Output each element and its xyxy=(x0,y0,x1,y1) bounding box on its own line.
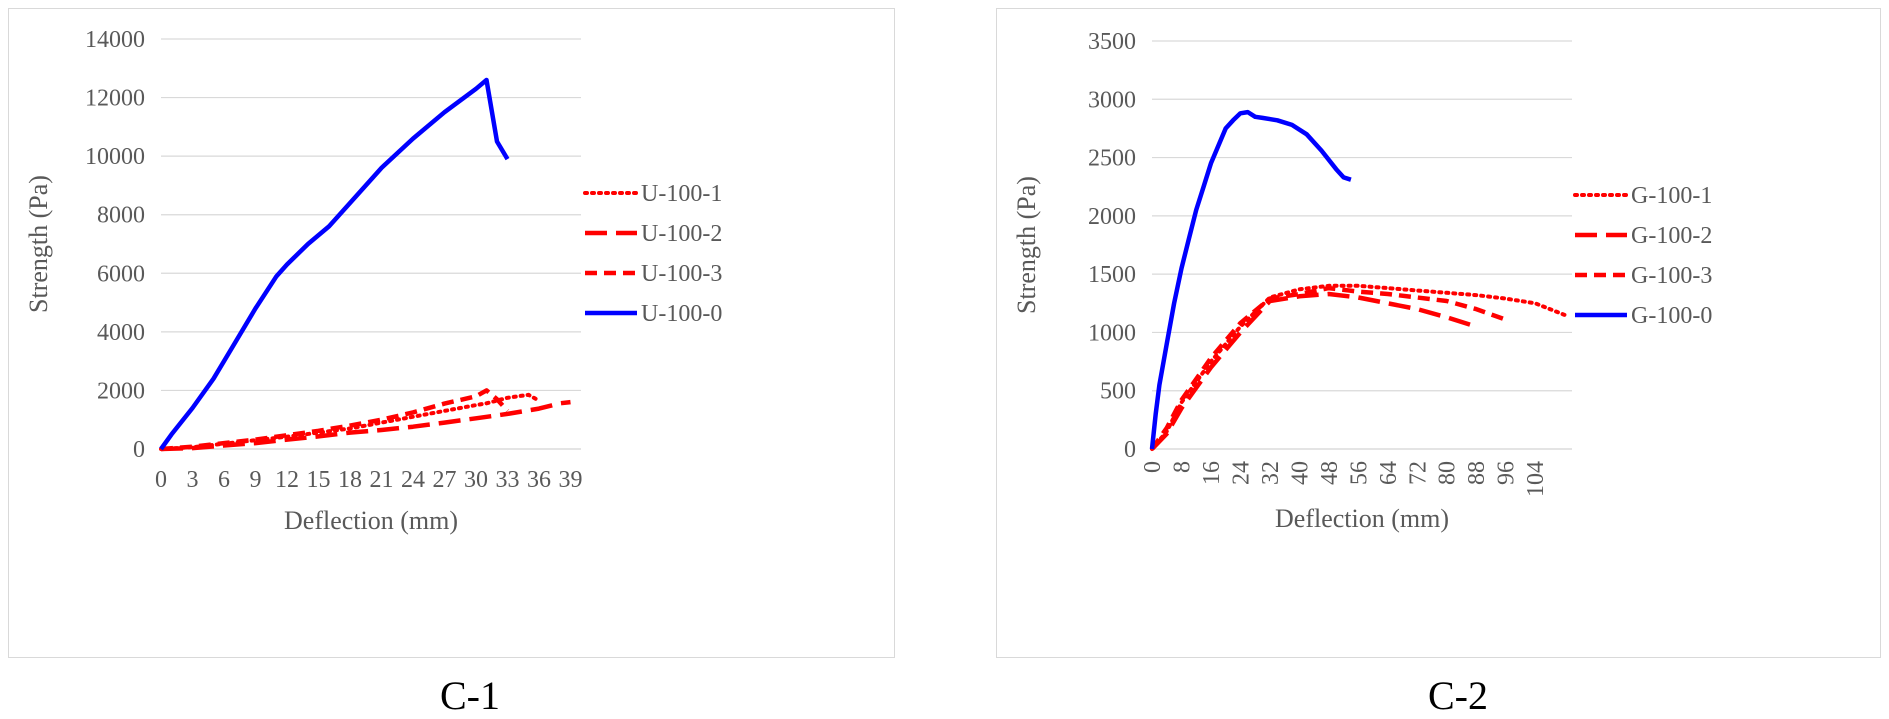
x-tick-label: 33 xyxy=(496,467,520,493)
series-line-g-100-3 xyxy=(1150,285,1507,451)
x-tick-label: 64 xyxy=(1376,461,1402,485)
legend-label: G-100-3 xyxy=(1631,263,1712,289)
x-tick-label: 36 xyxy=(527,467,551,493)
legend-label: G-100-1 xyxy=(1631,183,1712,209)
y-tick-label: 2500 xyxy=(1088,146,1136,172)
y-tick-label: 10000 xyxy=(85,144,145,170)
x-tick-label: 39 xyxy=(559,467,583,493)
y-tick-label: 8000 xyxy=(97,203,145,229)
legend-label: U-100-0 xyxy=(641,301,722,327)
caption-c1: C-1 xyxy=(440,673,500,718)
series-line-g-100-1 xyxy=(1150,283,1567,451)
x-tick-label: 88 xyxy=(1464,461,1490,485)
series-line-u-100-1 xyxy=(159,392,541,451)
x-tick-label: 16 xyxy=(1199,461,1225,485)
x-tick-label: 24 xyxy=(401,467,425,493)
y-tick-label: 0 xyxy=(133,437,145,463)
chart-panel-c1: 0 2000 4000 6000 8000 10000 12000 14000 0 3 6 9 12 15… xyxy=(8,8,895,658)
y-tick-label: 3000 xyxy=(1088,87,1136,113)
x-tick-label: 30 xyxy=(464,467,488,493)
x-tick-label: 40 xyxy=(1287,461,1313,485)
x-tick-label: 0 xyxy=(1140,461,1166,473)
y-tick-label: 4000 xyxy=(97,320,145,346)
y-tick-label: 14000 xyxy=(85,27,145,53)
x-tick-label: 48 xyxy=(1317,461,1343,485)
y-tick-label: 12000 xyxy=(85,86,145,112)
x-tick-label: 6 xyxy=(218,467,230,493)
x-tick-label: 15 xyxy=(307,467,331,493)
x-tick-label: 72 xyxy=(1405,461,1431,485)
y-axis-title: Strength (Pa) xyxy=(24,175,53,313)
chart-panel-c2: 0 500 1000 1500 2000 2500 3000 3500 0 8 16 24 32 40 48… xyxy=(996,8,1881,658)
series-line-u-100-2 xyxy=(160,399,571,452)
y-tick-label: 2000 xyxy=(1088,204,1136,230)
x-tick-label: 3 xyxy=(187,467,199,493)
x-tick-label: 56 xyxy=(1346,461,1372,485)
x-tick-label: 21 xyxy=(370,467,394,493)
x-tick-label: 24 xyxy=(1228,461,1254,485)
legend-label: U-100-3 xyxy=(641,261,722,287)
legend-label: G-100-2 xyxy=(1631,223,1712,249)
x-tick-label: 0 xyxy=(155,467,167,493)
caption-c2: C-2 xyxy=(1428,673,1488,718)
legend-label: U-100-1 xyxy=(641,181,722,207)
x-tick-label: 9 xyxy=(250,467,262,493)
y-tick-label: 500 xyxy=(1100,379,1136,405)
x-tick-label: 27 xyxy=(433,467,457,493)
legend-label: G-100-0 xyxy=(1631,303,1712,329)
series-line-u-100-3 xyxy=(160,388,510,452)
x-tick-label: 8 xyxy=(1169,461,1195,473)
x-tick-label: 80 xyxy=(1435,461,1461,485)
x-tick-label: 18 xyxy=(338,467,362,493)
series-line-g-100-2 xyxy=(1150,291,1477,451)
series-line-u-100-0 xyxy=(159,77,510,451)
y-tick-label: 6000 xyxy=(97,261,145,287)
y-tick-label: 2000 xyxy=(97,378,145,404)
x-tick-label: 32 xyxy=(1258,461,1284,485)
x-axis-title: Deflection (mm) xyxy=(1275,504,1449,533)
y-tick-label: 0 xyxy=(1124,437,1136,463)
y-tick-label: 1500 xyxy=(1088,262,1136,288)
y-tick-label: 1000 xyxy=(1088,320,1136,346)
y-tick-label: 3500 xyxy=(1088,29,1136,55)
x-tick-label: 96 xyxy=(1494,461,1520,485)
x-tick-label: 104 xyxy=(1523,461,1549,497)
x-axis-title: Deflection (mm) xyxy=(284,506,458,535)
x-tick-label: 12 xyxy=(275,467,299,493)
y-axis-title: Strength (Pa) xyxy=(1012,176,1041,314)
legend-label: U-100-2 xyxy=(641,221,722,247)
series-line-g-100-0 xyxy=(1149,109,1352,450)
